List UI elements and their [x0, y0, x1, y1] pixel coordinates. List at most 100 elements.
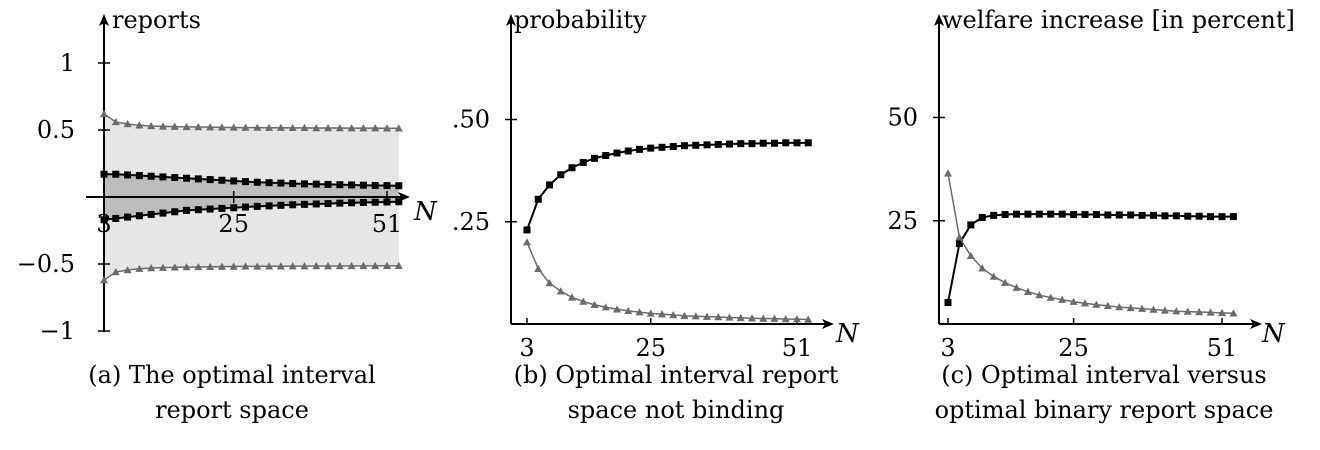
panel-a-series-lower-interval-point — [100, 216, 108, 224]
panel-b-series-upper-point — [726, 140, 733, 148]
panel-c-series-interval-vs-binary-point — [1172, 212, 1180, 220]
panel-b-series-upper-point — [793, 139, 801, 147]
panel-b-series-lower-point — [545, 279, 554, 287]
panel-a-series-upper-interval-point — [289, 179, 297, 187]
panel-a-y-tick-label: −1 — [40, 317, 75, 345]
panel-a-series-lower-interval-point — [289, 201, 297, 209]
panel-a-series-lower-interval-point — [194, 206, 202, 214]
panel-b-not-binding: 3 25 51 .50 .25 probability N (b) Optimal in… — [452, 6, 860, 424]
panel-a-series-lower-interval-point — [300, 200, 308, 208]
panel-c-x-tick-label: 51 — [1207, 334, 1238, 362]
panel-c-series-binary-point — [1081, 299, 1089, 307]
panel-a-series-upper-bound-point — [194, 123, 203, 131]
panel-a-series-upper-interval-point — [218, 176, 226, 184]
panel-a-optimal-interval: 3 25 51 1 0.5 −0.5 −1 reports N (a) The optima… — [17, 6, 438, 424]
panel-a-series-lower-interval-point — [359, 198, 367, 206]
panel-c-series-binary-line — [947, 173, 1234, 315]
panel-a-series-lower-bound-point — [253, 262, 262, 270]
panel-a-series-lower-bound-point — [123, 266, 132, 274]
panel-a-series-lower-interval-point — [230, 204, 238, 212]
panel-c-series-interval-vs-binary-point — [1150, 211, 1157, 219]
panel-c-series-interval-vs-binary-point — [944, 299, 952, 307]
panel-a-series-lower-interval-point — [371, 198, 379, 206]
panel-c-series-interval-vs-binary-point — [1127, 211, 1135, 219]
panel-b-series-upper-point — [658, 143, 666, 151]
panel-a-series-lower-bound-point — [135, 264, 144, 272]
panel-b-series-lower-point — [748, 314, 756, 322]
panel-a-series-upper-bound-point — [217, 123, 226, 131]
panel-c-series-binary-point — [1183, 307, 1192, 315]
panel-a-series-lower-bound-point — [394, 261, 403, 269]
panel-a-series-lower-bound-point — [217, 262, 226, 270]
panel-a-series-upper-interval-point — [242, 178, 249, 186]
panel-a-ylabel: reports — [112, 6, 201, 34]
panel-a-series-upper-bound-point — [300, 123, 309, 132]
panel-b-series-lower-point — [736, 313, 745, 322]
panel-c-series-binary-point — [989, 272, 998, 280]
panel-a-series-upper-bound-point — [383, 124, 391, 132]
panel-a-series-upper-interval-point — [324, 180, 332, 188]
panel-b-series-lower-point — [669, 311, 678, 319]
panel-b-series-upper-point — [557, 171, 565, 179]
panel-b-series-upper-point — [759, 139, 767, 147]
panel-c-series-interval-vs-binary-point — [1218, 213, 1226, 221]
panel-a-series-lower-bound-point — [383, 261, 391, 269]
panel-a-series-upper-bound-point — [147, 121, 156, 130]
panel-c-series-interval-vs-binary-point — [1001, 211, 1009, 219]
panel-a-series-upper-bound-point — [206, 123, 215, 131]
panel-c-series-interval-vs-binary-point — [955, 239, 963, 247]
panel-a-series-upper-interval-point — [383, 182, 391, 190]
panel-a-series-lower-interval-point — [383, 198, 391, 206]
panel-c-series-interval-vs-binary-point — [1115, 211, 1123, 219]
panel-c-series-binary-point — [1218, 308, 1226, 317]
panel-c-series-binary-point — [1001, 278, 1010, 286]
panel-b-series-lower-point — [680, 311, 689, 320]
panel-a-series-upper-bound-point — [265, 123, 274, 131]
panel-b-series-upper-point — [737, 140, 745, 148]
panel-a-series-upper-interval-point — [348, 181, 356, 189]
panel-a-series-upper-bound-point — [288, 123, 297, 132]
panel-c-series-binary-point — [1023, 287, 1032, 295]
panel-b-series-lower-point — [556, 287, 565, 295]
panel-a-series-upper-interval-point — [253, 178, 261, 186]
panel-a-series-lower-interval-point — [348, 199, 356, 207]
panel-c-axes: 3 25 51 50 25 — [887, 14, 1262, 362]
panel-a-y-tick-label: −0.5 — [17, 250, 75, 278]
panel-b-series-upper-point — [669, 142, 677, 150]
panel-a-series-upper-bound-point — [312, 123, 321, 132]
panel-a-series-upper-bound-point — [253, 123, 262, 131]
panel-c-x-tick-label: 25 — [1058, 334, 1089, 362]
panel-a-series-lower-bound-point — [229, 262, 238, 270]
panel-b-series-lower-point — [804, 315, 813, 323]
panel-c-series-binary-point — [966, 251, 975, 260]
panel-c-series-interval-vs-binary-line — [947, 213, 1234, 303]
panel-b-series-lower-point — [770, 314, 779, 322]
panel-b-y-axis-arrow — [506, 14, 516, 26]
panel-c-series-binary-point — [1069, 297, 1078, 305]
panel-b-caption-line-1: (b) Optimal interval report — [514, 361, 839, 389]
panel-a-series-lower-interval-point — [206, 205, 214, 213]
panel-b-series-upper-point — [523, 226, 531, 234]
panel-c-caption-line-2: optimal binary report space — [935, 396, 1274, 424]
panel-a-series-upper-interval-point — [100, 170, 108, 178]
panel-b-x-axis-arrow — [822, 319, 834, 329]
panel-b-x-tick-label: 51 — [782, 334, 813, 362]
panel-c-x-axis-arrow — [1250, 319, 1262, 329]
panel-a-series-lower-interval-point — [171, 208, 179, 216]
panel-a-series-lower-interval-point — [135, 212, 143, 220]
panel-a-series-upper-bound-point — [335, 123, 344, 132]
panel-a-series-lower-bound-point — [312, 262, 321, 270]
panel-a-series-upper-interval-point — [147, 172, 155, 180]
panel-c-series-binary-point — [978, 264, 987, 272]
panel-a-series-upper-bound-point — [182, 122, 191, 131]
panel-c-series-interval-vs-binary-point — [1047, 210, 1055, 218]
panel-c-series-binary-point — [1092, 300, 1101, 308]
panel-a-series-lower-interval-point — [265, 202, 273, 210]
panel-a-series-lower-bound-point — [335, 262, 344, 270]
panel-a-series-upper-interval-point — [395, 182, 403, 190]
panel-b-series-upper-point — [681, 142, 688, 150]
panel-a-series-lower-interval-point — [395, 198, 403, 206]
panel-c-ylabel: welfare increase [in percent] — [942, 6, 1295, 34]
panel-b-series-lower-point — [658, 310, 666, 318]
